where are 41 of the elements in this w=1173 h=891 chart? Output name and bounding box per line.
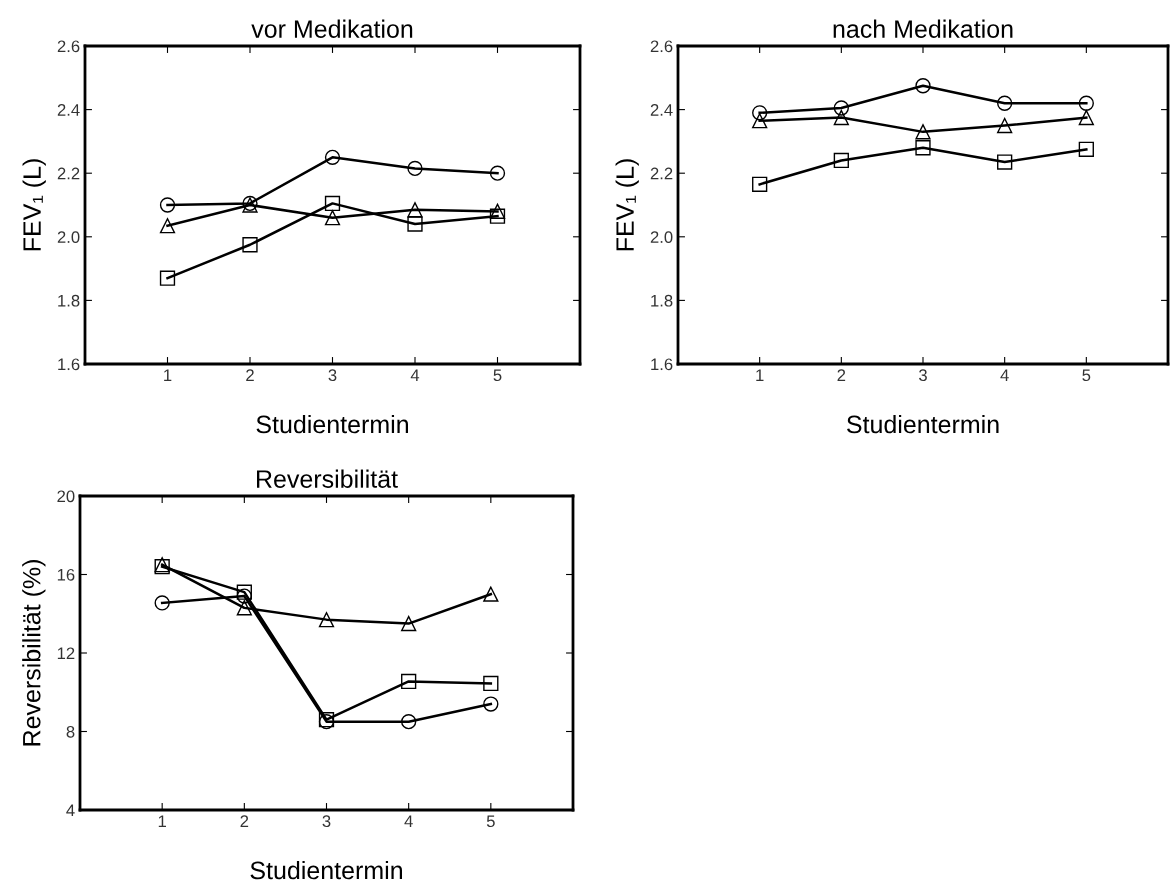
x-tick-label: 5 [1082, 369, 1091, 382]
x-axis-title: Studientermin [250, 860, 403, 880]
y-tick-label: 2.6 [650, 40, 673, 53]
x-tick-label: 5 [486, 815, 495, 828]
x-tick-label: 4 [404, 815, 413, 827]
y-tick-label: 2.0 [650, 231, 673, 243]
x-tick-label: 1 [756, 369, 764, 381]
y-tick-label: 1.8 [651, 294, 673, 307]
x-tick-label: 1 [158, 815, 166, 827]
y-axis-title: Reversibilität (%) [22, 560, 46, 746]
x-tick-label: 3 [919, 369, 927, 382]
x-tick-label: 2 [246, 369, 254, 381]
x-tick-label: 2 [837, 369, 846, 381]
chart-title: nach Medikation [833, 19, 1013, 38]
y-tick-label: 2.0 [57, 231, 80, 243]
y-tick-label: 1.8 [58, 294, 80, 307]
x-axis-title: Studientermin [847, 414, 999, 434]
y-tick-label: 2.2 [57, 167, 80, 180]
y-tick-label: 4 [66, 804, 75, 817]
x-tick-label: 5 [493, 369, 502, 382]
y-tick-label: 12 [57, 647, 75, 660]
x-tick-label: 4 [1000, 369, 1009, 381]
y-tick-label: 20 [57, 490, 75, 503]
chart-title: Reversibilität [257, 469, 398, 488]
x-tick-label: 1 [164, 369, 172, 381]
x-tick-label: 4 [410, 369, 420, 381]
x-axis-title: Studientermin [256, 414, 409, 434]
y-tick-label: 2.2 [650, 167, 673, 180]
chart-title: vor Medikation [251, 19, 413, 38]
x-tick-label: 2 [240, 815, 249, 827]
y-axis-title: FEV₁ (L) [22, 159, 46, 251]
y-tick-label: 1.6 [58, 358, 80, 371]
y-tick-label: 2.4 [650, 104, 673, 116]
y-tick-label: 1.6 [651, 358, 673, 371]
y-tick-label: 2.6 [57, 40, 80, 53]
y-tick-label: 2.4 [57, 104, 80, 116]
x-tick-label: 3 [328, 369, 337, 382]
y-tick-label: 8 [66, 725, 75, 738]
y-tick-label: 16 [57, 568, 75, 581]
y-axis-title: FEV₁ (L) [615, 159, 639, 251]
x-tick-label: 3 [322, 815, 331, 828]
